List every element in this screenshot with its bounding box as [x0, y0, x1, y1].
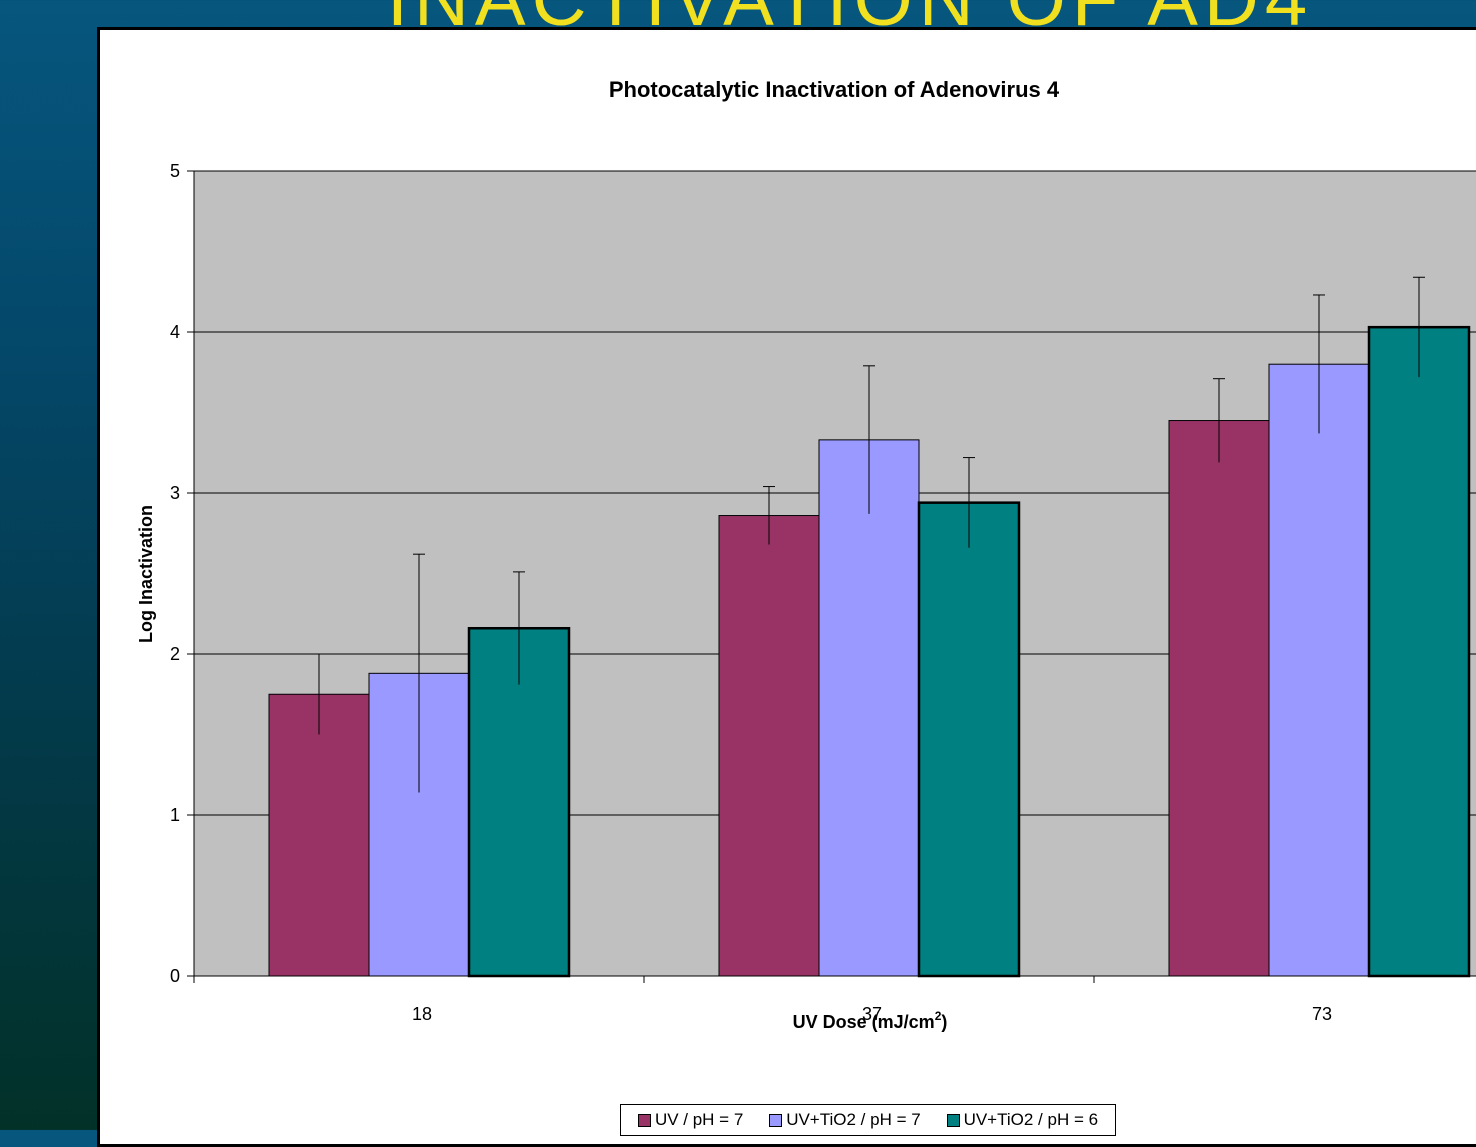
x-tick-label: 37 [862, 1004, 882, 1024]
bar [917, 501, 1021, 978]
y-axis-label: Log Inactivation [136, 505, 156, 643]
bar [1168, 420, 1270, 977]
bar [268, 693, 370, 977]
legend-label: UV+TiO2 / pH = 7 [786, 1110, 921, 1129]
legend-item: UV+TiO2 / pH = 6 [946, 1110, 1099, 1130]
y-tick-label: 4 [170, 322, 180, 342]
legend-label: UV / pH = 7 [654, 1110, 744, 1129]
bar [718, 515, 820, 977]
x-tick-label: 73 [1312, 1004, 1332, 1024]
legend-item: UV+TiO2 / pH = 7 [769, 1110, 921, 1130]
x-axis-label: UV Dose (mJ/cm2) [793, 1009, 948, 1032]
bar [1268, 363, 1370, 977]
y-tick-label: 3 [170, 483, 180, 503]
bar [1367, 325, 1471, 978]
bar [818, 439, 920, 977]
x-tick-label: 18 [412, 1004, 432, 1024]
legend: UV / pH = 7 UV+TiO2 / pH = 7 UV+TiO2 / pH … [620, 1104, 1116, 1136]
y-tick-label: 5 [170, 161, 180, 181]
legend-label: UV+TiO2 / pH = 6 [963, 1110, 1099, 1129]
legend-item: UV / pH = 7 [637, 1110, 744, 1130]
y-tick-label: 2 [170, 644, 180, 664]
chart-title: Photocatalytic Inactivation of Adenoviru… [609, 77, 1060, 102]
y-tick-label: 1 [170, 805, 180, 825]
legend-swatch [946, 1113, 960, 1127]
y-tick-label: 0 [170, 966, 180, 986]
legend-swatch [637, 1113, 651, 1127]
legend-swatch [769, 1113, 783, 1127]
